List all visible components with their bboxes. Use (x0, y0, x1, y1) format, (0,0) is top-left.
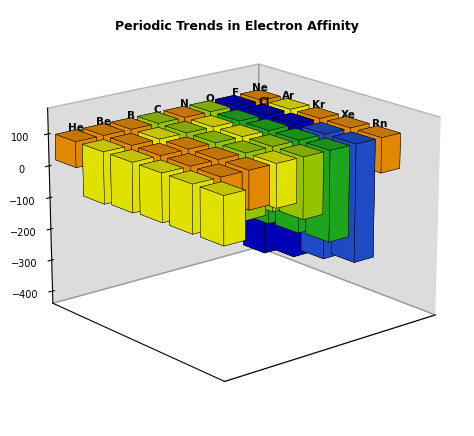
Title: Periodic Trends in Electron Affinity: Periodic Trends in Electron Affinity (115, 20, 359, 33)
